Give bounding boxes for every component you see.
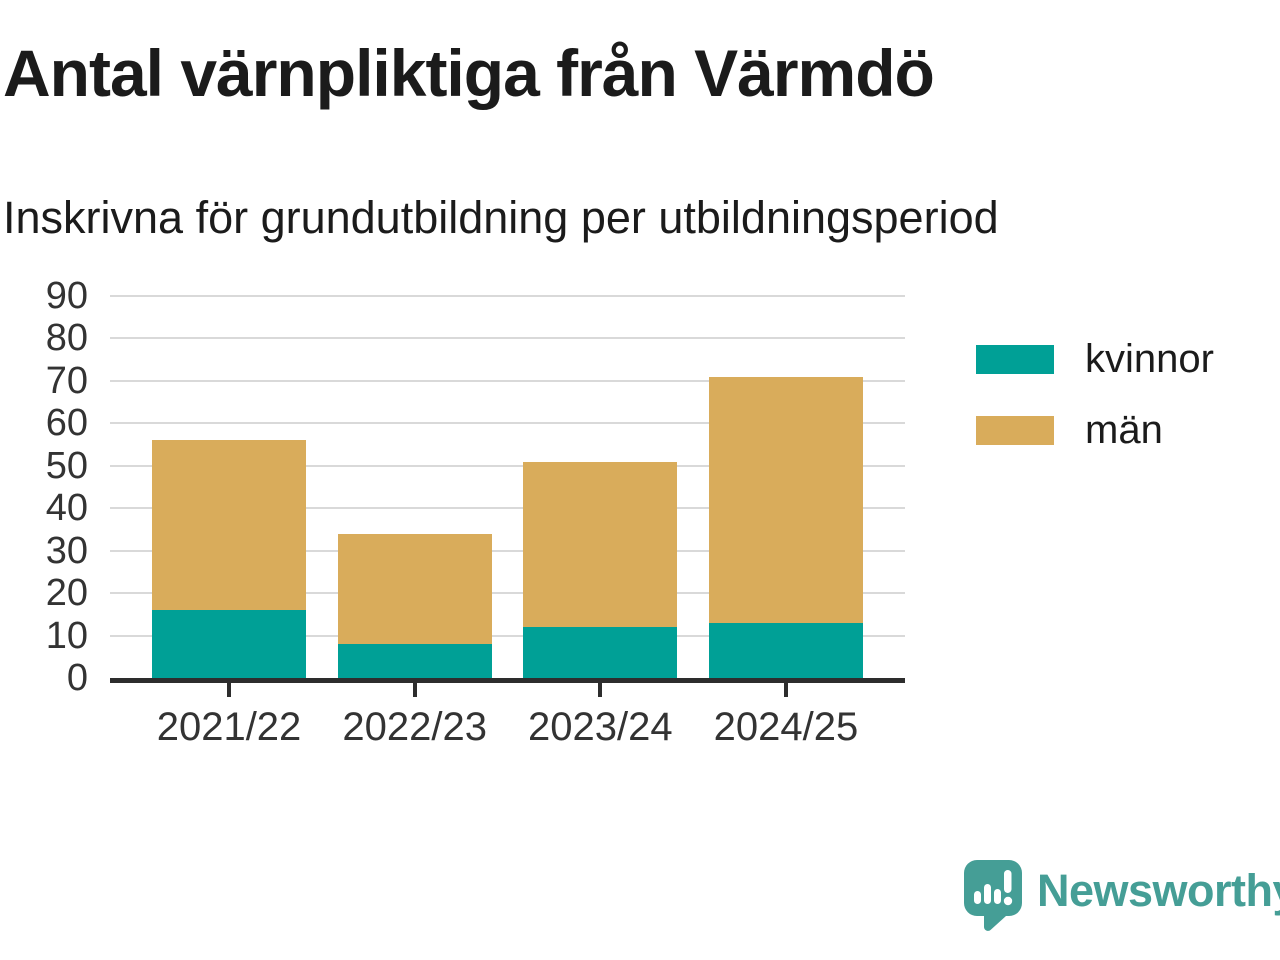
page-subtitle: Inskrivna för grundutbildning per utbild…	[3, 192, 999, 243]
gridline-y-10	[110, 634, 905, 637]
bar-segment-m-n-2022-23	[337, 533, 492, 645]
gridline-y-20	[110, 592, 905, 595]
bar-segment-m-n-2023-24	[523, 461, 678, 628]
bar-segment-kvinnor-2023-24	[523, 627, 678, 678]
gridline-y-70	[110, 379, 905, 382]
legend-label-kvinnor: kvinnor	[1085, 337, 1214, 381]
x-axis-label-2021-22: 2021/22	[156, 705, 302, 749]
gridline-y-80	[110, 337, 905, 340]
x-axis-tick-2021-22	[227, 683, 231, 697]
y-axis-tick-label-40: 40	[45, 487, 88, 530]
legend-swatch-m-n	[976, 415, 1054, 445]
y-axis-tick-label-80: 80	[45, 317, 88, 360]
bar-2021-22: 2021/22	[152, 296, 306, 749]
bar-2022-23: 2022/23	[337, 296, 492, 749]
bar-2023-24: 2023/24	[523, 296, 678, 749]
x-axis-tick-2023-24	[598, 683, 603, 697]
legend-swatch-kvinnor	[976, 344, 1054, 374]
gridline-y-30	[110, 549, 905, 552]
bar-series: 2021/22 2022/23 2023/24 2024/25	[110, 296, 905, 749]
gridline-y-50	[110, 464, 905, 467]
brand-name: Newsworthy	[1037, 865, 1280, 916]
y-axis-tick-label-90: 90	[45, 275, 88, 317]
bar-segment-m-n-2024-25	[708, 376, 863, 623]
y-axis-tick-label-70: 70	[45, 359, 88, 402]
x-axis-label-2024-25: 2024/25	[713, 705, 859, 749]
bar-segment-kvinnor-2024-25	[708, 622, 863, 678]
x-axis-label-2023-24: 2023/24	[528, 705, 673, 749]
x-axis-tick-2022-23	[412, 683, 417, 697]
newsworthy-logo-icon	[964, 860, 1022, 931]
bar-2024-25: 2024/25	[708, 296, 863, 749]
bar-segment-m-n-2021-22	[152, 440, 306, 611]
y-axis-tick-label-20: 20	[45, 572, 88, 615]
y-axis-tick-label-50: 50	[45, 444, 88, 487]
legend-item-kvinnor: kvinnor	[976, 339, 1214, 379]
y-axis-tick-label-0: 0	[66, 657, 88, 699]
page-title: Antal värnpliktiga från Värmdö	[3, 36, 935, 110]
bar-segment-kvinnor-2021-22	[152, 610, 306, 678]
x-axis-label-2022-23: 2022/23	[342, 705, 487, 749]
y-axis-tick-label-10: 10	[45, 614, 88, 657]
y-axis-tick-label-60: 60	[45, 402, 88, 445]
gridline-y-40	[110, 507, 905, 510]
bar-segment-kvinnor-2022-23	[337, 644, 492, 678]
brand-footer: Newsworthy	[964, 860, 1280, 932]
y-axis-tick-label-30: 30	[45, 529, 88, 572]
gridline-y-90	[110, 295, 905, 297]
plot-area: 0 10 20 30 40 50 60 70 80 90 2021/22 2022/23 2023/24…	[46, 277, 905, 749]
legend-label-m-n: män	[1085, 408, 1163, 452]
legend-item-m-n: män	[976, 410, 1214, 450]
legend: kvinnor män	[976, 339, 1214, 450]
x-axis-tick-2024-25	[783, 683, 788, 697]
gridline-y-60	[110, 422, 905, 425]
